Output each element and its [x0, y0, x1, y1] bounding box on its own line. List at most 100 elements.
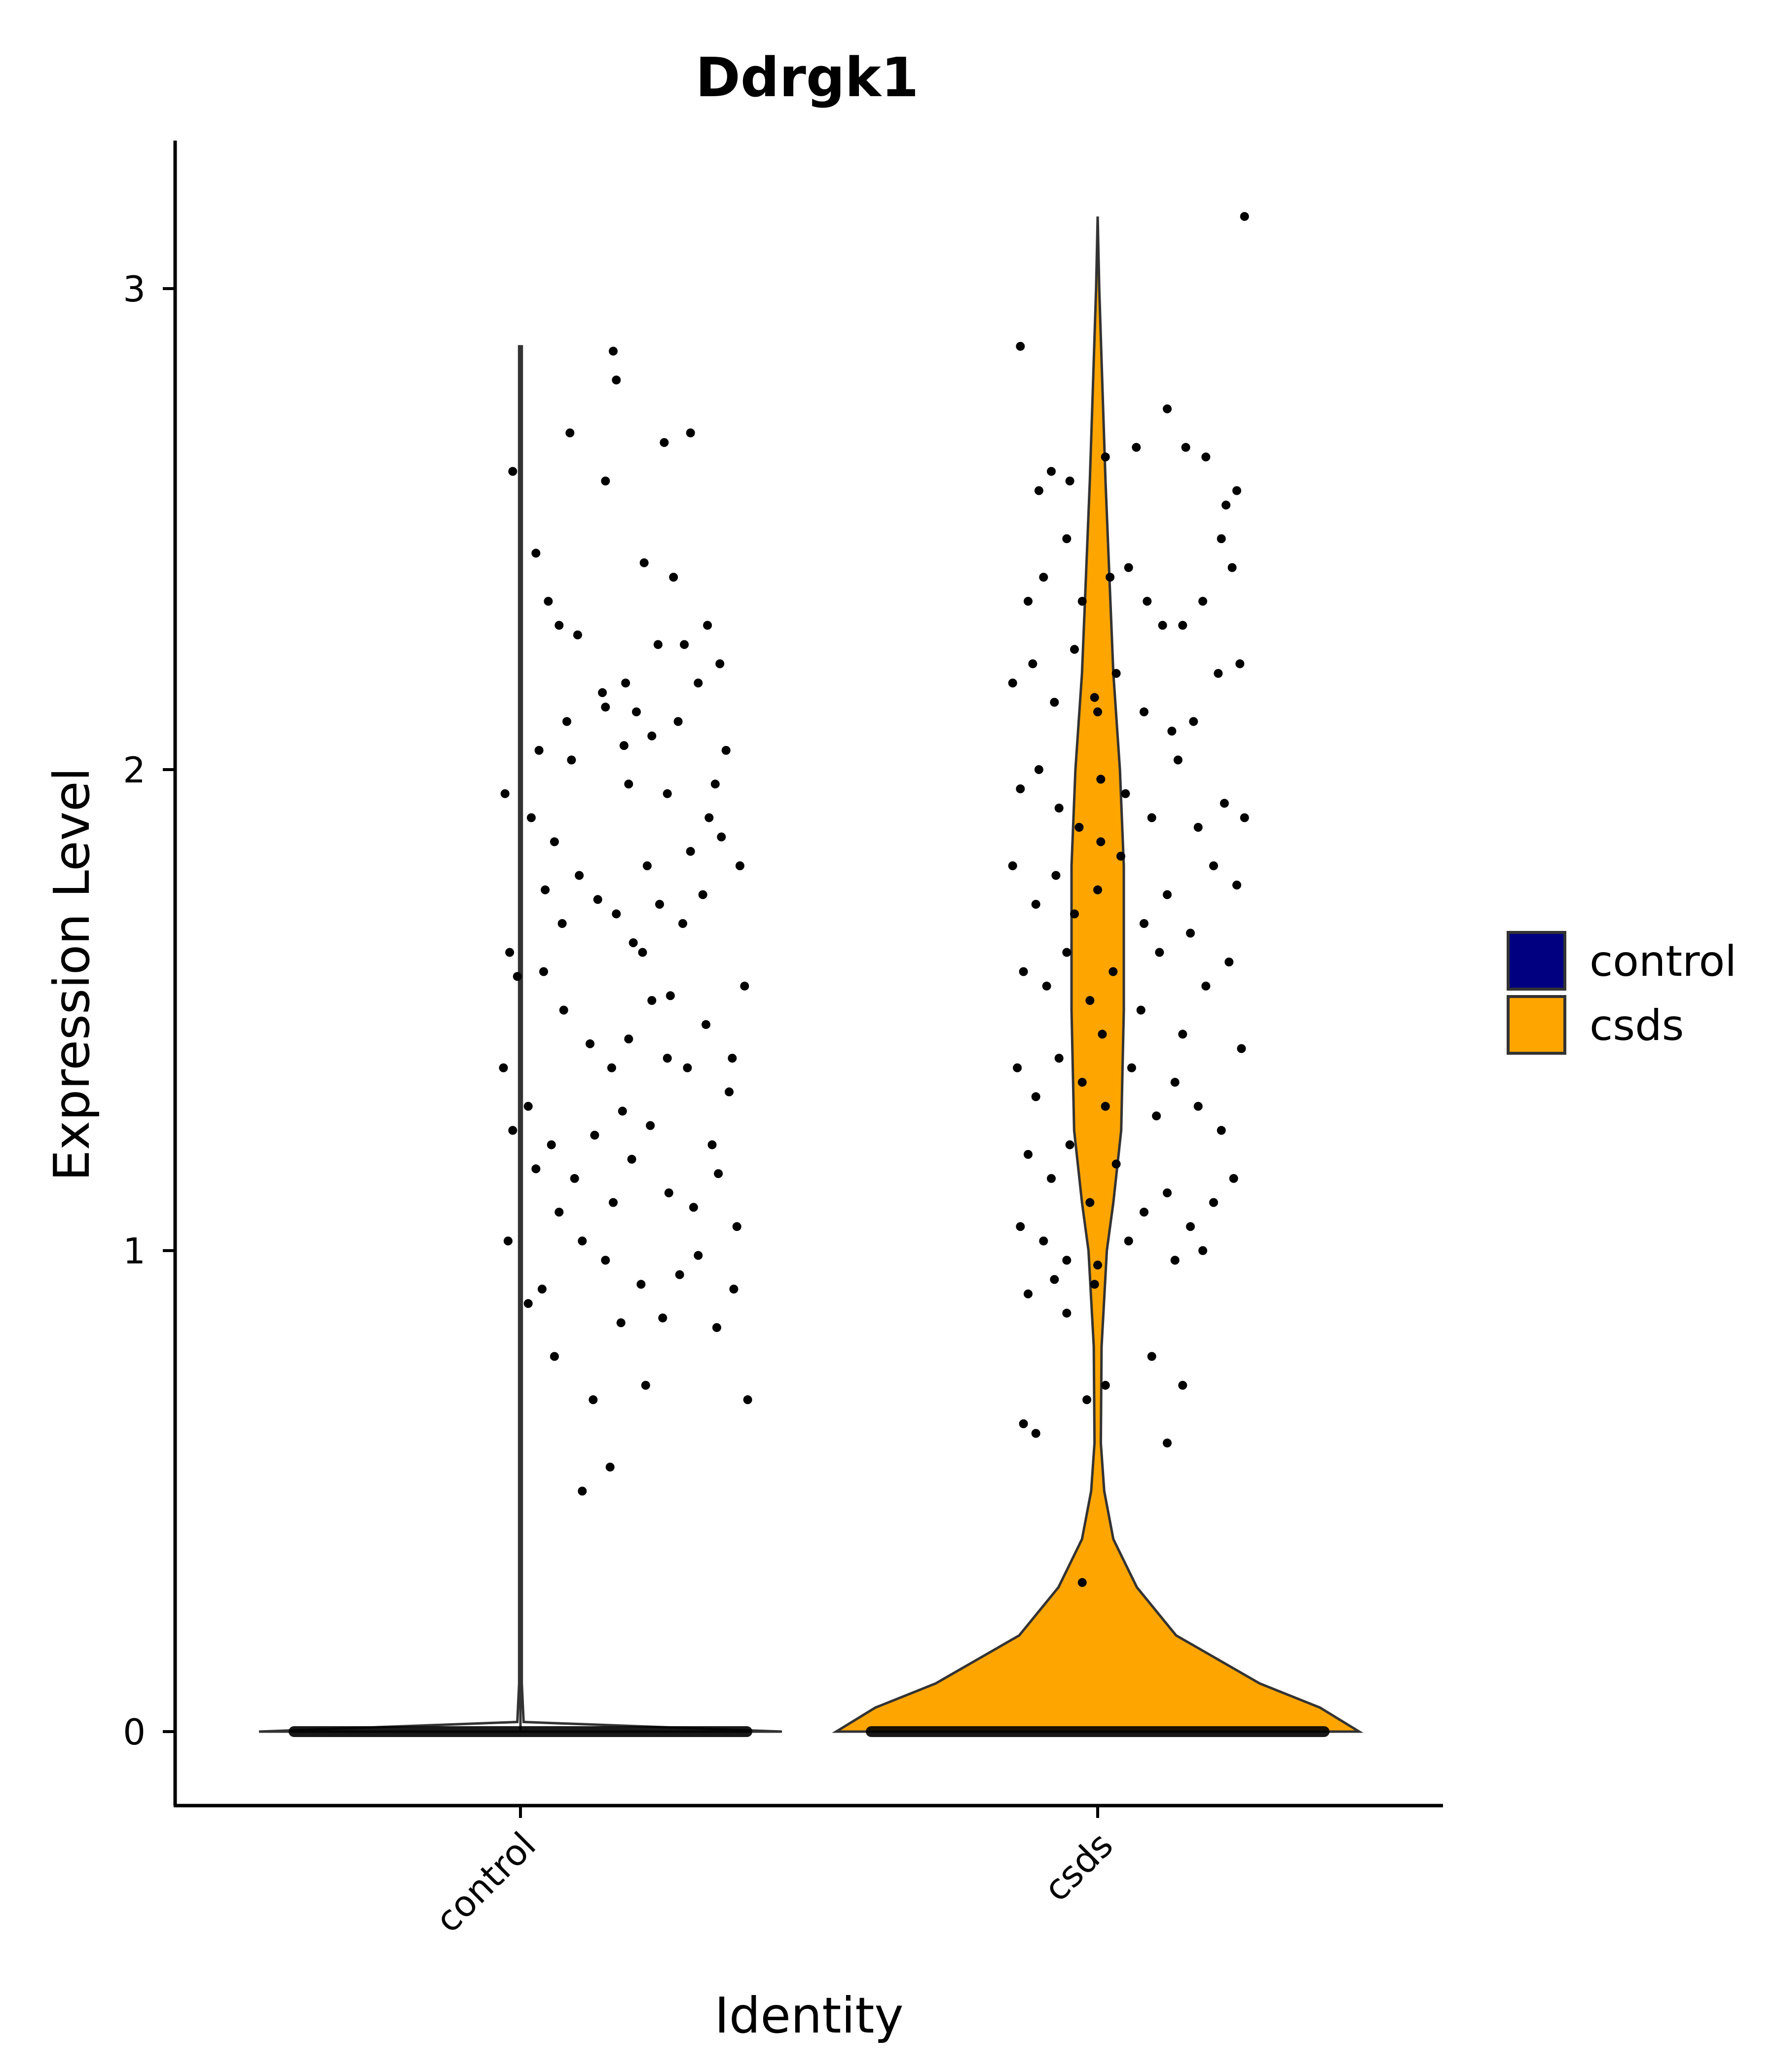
- data-point-csds: [1173, 755, 1183, 765]
- data-point-csds: [1158, 621, 1167, 630]
- data-point-csds: [1077, 596, 1087, 606]
- data-point-control: [609, 346, 618, 356]
- data-point-control: [541, 885, 550, 894]
- data-point-csds: [1240, 813, 1249, 822]
- data-point-control: [601, 1256, 610, 1265]
- data-point-csds: [1111, 1159, 1121, 1169]
- data-point-control: [740, 981, 749, 991]
- data-point-control: [689, 1203, 698, 1212]
- data-point-csds: [1090, 693, 1099, 702]
- data-point-csds: [1106, 573, 1115, 582]
- data-point-csds: [1031, 1092, 1040, 1101]
- data-point-csds: [1101, 1381, 1110, 1390]
- data-point-csds: [1031, 1429, 1040, 1438]
- data-point-control: [675, 1270, 684, 1279]
- data-point-csds: [1140, 919, 1148, 928]
- data-point-control: [559, 1005, 568, 1015]
- data-point-control: [601, 477, 610, 485]
- data-point-control: [673, 717, 683, 726]
- y-tick-label: 0: [123, 1711, 146, 1753]
- data-point-control: [707, 1140, 717, 1149]
- data-point-control: [735, 861, 744, 870]
- data-point-csds: [1016, 342, 1025, 351]
- data-point-control: [624, 1035, 633, 1043]
- data-point-control: [655, 900, 664, 909]
- data-point-csds: [1124, 1236, 1133, 1246]
- x-tick-label-control: control: [427, 1824, 544, 1941]
- data-point-csds: [1189, 717, 1198, 726]
- data-point-control: [547, 1140, 556, 1149]
- data-point-csds: [1050, 1275, 1059, 1284]
- data-point-control: [621, 678, 630, 688]
- data-point-control: [660, 438, 669, 447]
- data-point-control: [503, 1236, 513, 1246]
- data-point-control: [669, 573, 678, 582]
- data-point-control: [607, 1063, 616, 1073]
- data-point-csds: [1031, 900, 1040, 909]
- data-point-control: [578, 1236, 587, 1246]
- data-point-csds: [1101, 452, 1110, 462]
- data-point-control: [534, 746, 544, 755]
- data-point-control: [508, 1126, 518, 1135]
- data-point-csds: [1201, 452, 1211, 462]
- data-point-control: [537, 1285, 547, 1294]
- data-point-control: [728, 1054, 737, 1063]
- data-point-csds: [1016, 784, 1025, 793]
- x-tick-layer: control csds: [427, 1806, 1121, 1940]
- data-point-control: [642, 861, 652, 870]
- data-point-control: [702, 1020, 710, 1029]
- data-point-control: [499, 1063, 508, 1073]
- data-point-control: [663, 1054, 672, 1063]
- data-point-control: [531, 1164, 541, 1174]
- data-point-control: [513, 972, 522, 981]
- data-point-csds: [1201, 981, 1211, 991]
- data-point-csds: [1028, 659, 1037, 668]
- data-point-csds: [1163, 1439, 1172, 1447]
- legend: control csds: [1507, 931, 1737, 1055]
- chart-title: Ddrgk1: [696, 46, 919, 109]
- data-point-csds: [1039, 573, 1048, 582]
- data-point-control: [686, 847, 695, 856]
- data-point-csds: [1096, 775, 1106, 784]
- data-point-control: [612, 909, 621, 919]
- data-point-csds: [1163, 890, 1172, 899]
- data-point-control: [710, 779, 720, 789]
- violin-layer: [259, 216, 1364, 1733]
- data-point-csds: [1062, 948, 1072, 957]
- data-point-control: [609, 1198, 618, 1207]
- y-tick-layer: 0 1 2 3: [123, 268, 175, 1753]
- data-point-control: [725, 1087, 734, 1097]
- data-point-csds: [1232, 881, 1241, 889]
- y-tick-label: 1: [123, 1230, 146, 1272]
- data-point-control: [589, 1395, 598, 1405]
- data-point-control: [683, 1063, 692, 1073]
- data-point-csds: [1077, 1578, 1087, 1587]
- data-point-csds: [1074, 823, 1084, 832]
- data-point-control: [666, 991, 675, 1000]
- data-point-csds: [1070, 909, 1079, 919]
- zero-points-control: [289, 1726, 752, 1737]
- data-point-csds: [1147, 813, 1156, 822]
- data-point-csds: [1237, 1044, 1246, 1053]
- data-point-csds: [1178, 621, 1187, 630]
- data-point-control: [641, 1381, 650, 1390]
- data-point-csds: [1220, 799, 1229, 808]
- y-tick-label: 3: [123, 268, 146, 310]
- data-point-csds: [1167, 727, 1177, 736]
- data-point-csds: [1136, 1005, 1146, 1015]
- data-point-csds: [1077, 1077, 1087, 1087]
- data-point-csds: [1090, 1280, 1099, 1289]
- data-point-csds: [1098, 1030, 1107, 1039]
- data-point-csds: [1024, 1150, 1033, 1159]
- data-point-control: [578, 1486, 587, 1496]
- data-point-csds: [1224, 958, 1234, 966]
- data-point-csds: [1232, 486, 1241, 495]
- legend-label-csds: csds: [1590, 1001, 1684, 1050]
- data-point-control: [627, 1154, 636, 1164]
- data-point-control: [570, 1174, 579, 1183]
- data-point-csds: [1096, 837, 1106, 847]
- data-point-csds: [1209, 1198, 1218, 1207]
- data-point-csds: [1042, 981, 1051, 991]
- data-point-csds: [1127, 1063, 1136, 1073]
